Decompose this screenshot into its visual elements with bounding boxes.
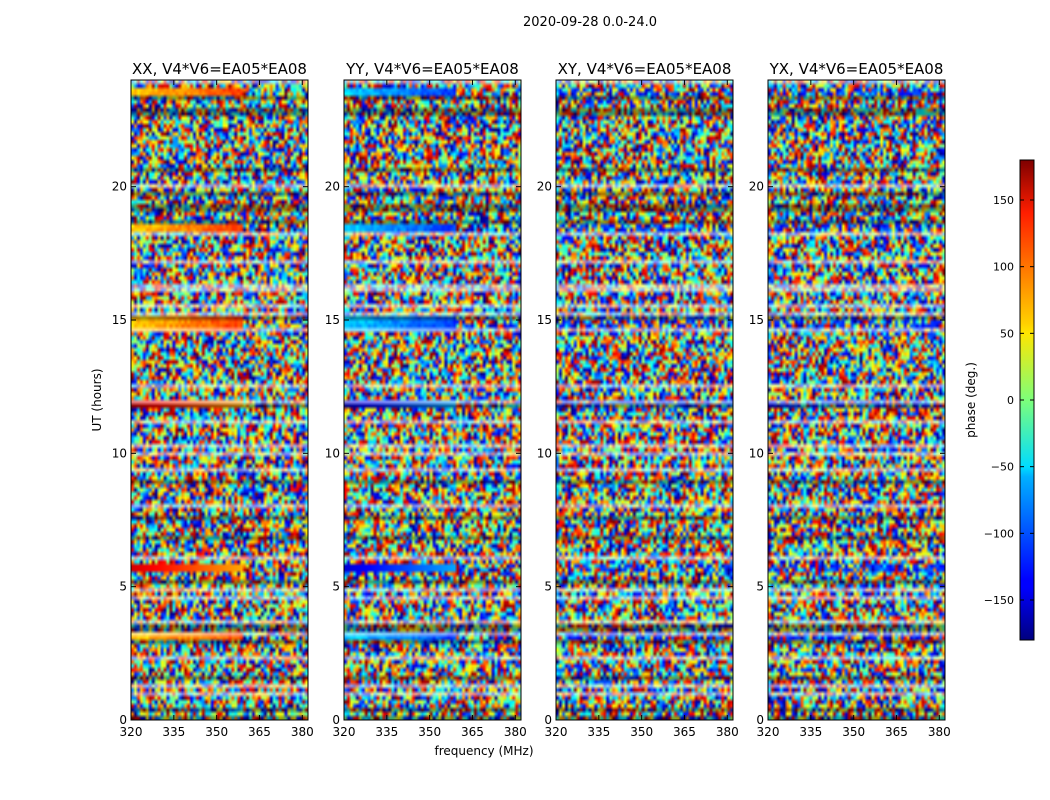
y-tick-label: 10 [537, 446, 552, 460]
x-tick-label: 365 [248, 725, 271, 739]
y-tick-label: 20 [325, 180, 340, 194]
x-tick-label: 320 [333, 725, 356, 739]
x-tick-label: 380 [928, 725, 951, 739]
y-tick-label: 5 [332, 580, 340, 594]
x-tick-label: 335 [587, 725, 610, 739]
heatmap-image [344, 80, 521, 720]
x-tick-label: 350 [842, 725, 865, 739]
y-tick-label: 15 [749, 313, 764, 327]
y-tick-label: 10 [325, 446, 340, 460]
x-tick-label: 380 [716, 725, 739, 739]
heatmap-image [556, 80, 733, 720]
panel-2: YY, V4*V6=EA05*EA08 320 335 350 365 380 0 5 10 15… [325, 60, 527, 739]
y-tick-label: 10 [112, 446, 127, 460]
y-tick-label: 5 [544, 580, 552, 594]
heatmap-image [131, 80, 308, 720]
y-tick-label: 0 [119, 713, 127, 727]
x-tick-label: 320 [757, 725, 780, 739]
x-tick-label: 365 [885, 725, 908, 739]
colorbar: 150 100 50 0 −50 −100 −150 phase (deg.) [964, 159, 1035, 641]
x-tick-label: 350 [205, 725, 228, 739]
y-tick-label: 15 [325, 313, 340, 327]
y-tick-label: 5 [756, 580, 764, 594]
y-tick-label: 10 [749, 446, 764, 460]
x-tick-label: 350 [418, 725, 441, 739]
y-tick-label: 0 [332, 713, 340, 727]
panels: XX, V4*V6=EA05*EA08 320 335 350 365 380 0 5 10 15… [112, 60, 951, 739]
plot-frame [767, 79, 946, 721]
colorbar-tick-label: −100 [984, 527, 1014, 540]
colorbar-tick-label: 0 [1007, 394, 1014, 407]
colorbar-ticks: 150 100 50 0 −50 −100 −150 [984, 194, 1034, 607]
panel-4: YX, V4*V6=EA05*EA08 320 335 350 365 380 0 5 10 15… [749, 60, 951, 739]
plot-frame [130, 79, 309, 721]
colorbar-tick-label: 50 [1000, 327, 1014, 340]
colorbar-tick-label: −150 [984, 594, 1014, 607]
y-tick-label: 20 [749, 180, 764, 194]
y-tick-label: 15 [537, 313, 552, 327]
panel-3: XY, V4*V6=EA05*EA08 320 335 350 365 380 0 5 10 15… [537, 60, 739, 739]
plot-frame [343, 79, 522, 721]
x-tick-label: 365 [673, 725, 696, 739]
colorbar-tick-label: −50 [991, 461, 1014, 474]
panel-title: XY, V4*V6=EA05*EA08 [558, 60, 732, 78]
y-tick-label: 0 [756, 713, 764, 727]
x-tick-label: 335 [375, 725, 398, 739]
panel-title: XX, V4*V6=EA05*EA08 [132, 60, 307, 78]
x-axis-label: frequency (MHz) [434, 744, 533, 758]
heatmap-image [768, 80, 945, 720]
panel-title: YY, V4*V6=EA05*EA08 [345, 60, 519, 78]
x-tick-label: 350 [630, 725, 653, 739]
x-tick-label: 365 [461, 725, 484, 739]
x-tick-label: 380 [504, 725, 527, 739]
x-tick-label: 320 [120, 725, 143, 739]
x-tick-label: 320 [545, 725, 568, 739]
y-tick-label: 20 [537, 180, 552, 194]
panel-title: YX, V4*V6=EA05*EA08 [769, 60, 944, 78]
colorbar-tick-label: 100 [993, 261, 1014, 274]
figure-suptitle: 2020-09-28 0.0-24.0 [523, 15, 657, 30]
y-tick-label: 5 [119, 580, 127, 594]
y-tick-label: 20 [112, 180, 127, 194]
colorbar-label: phase (deg.) [964, 362, 978, 438]
x-tick-label: 335 [799, 725, 822, 739]
y-tick-label: 15 [112, 313, 127, 327]
x-tick-label: 335 [162, 725, 185, 739]
y-axis-label: UT (hours) [90, 368, 104, 431]
y-tick-label: 0 [544, 713, 552, 727]
plot-frame [555, 79, 734, 721]
x-tick-label: 380 [291, 725, 314, 739]
panel-1: XX, V4*V6=EA05*EA08 320 335 350 365 380 0 5 10 15… [112, 60, 314, 739]
colorbar-tick-label: 150 [993, 194, 1014, 207]
